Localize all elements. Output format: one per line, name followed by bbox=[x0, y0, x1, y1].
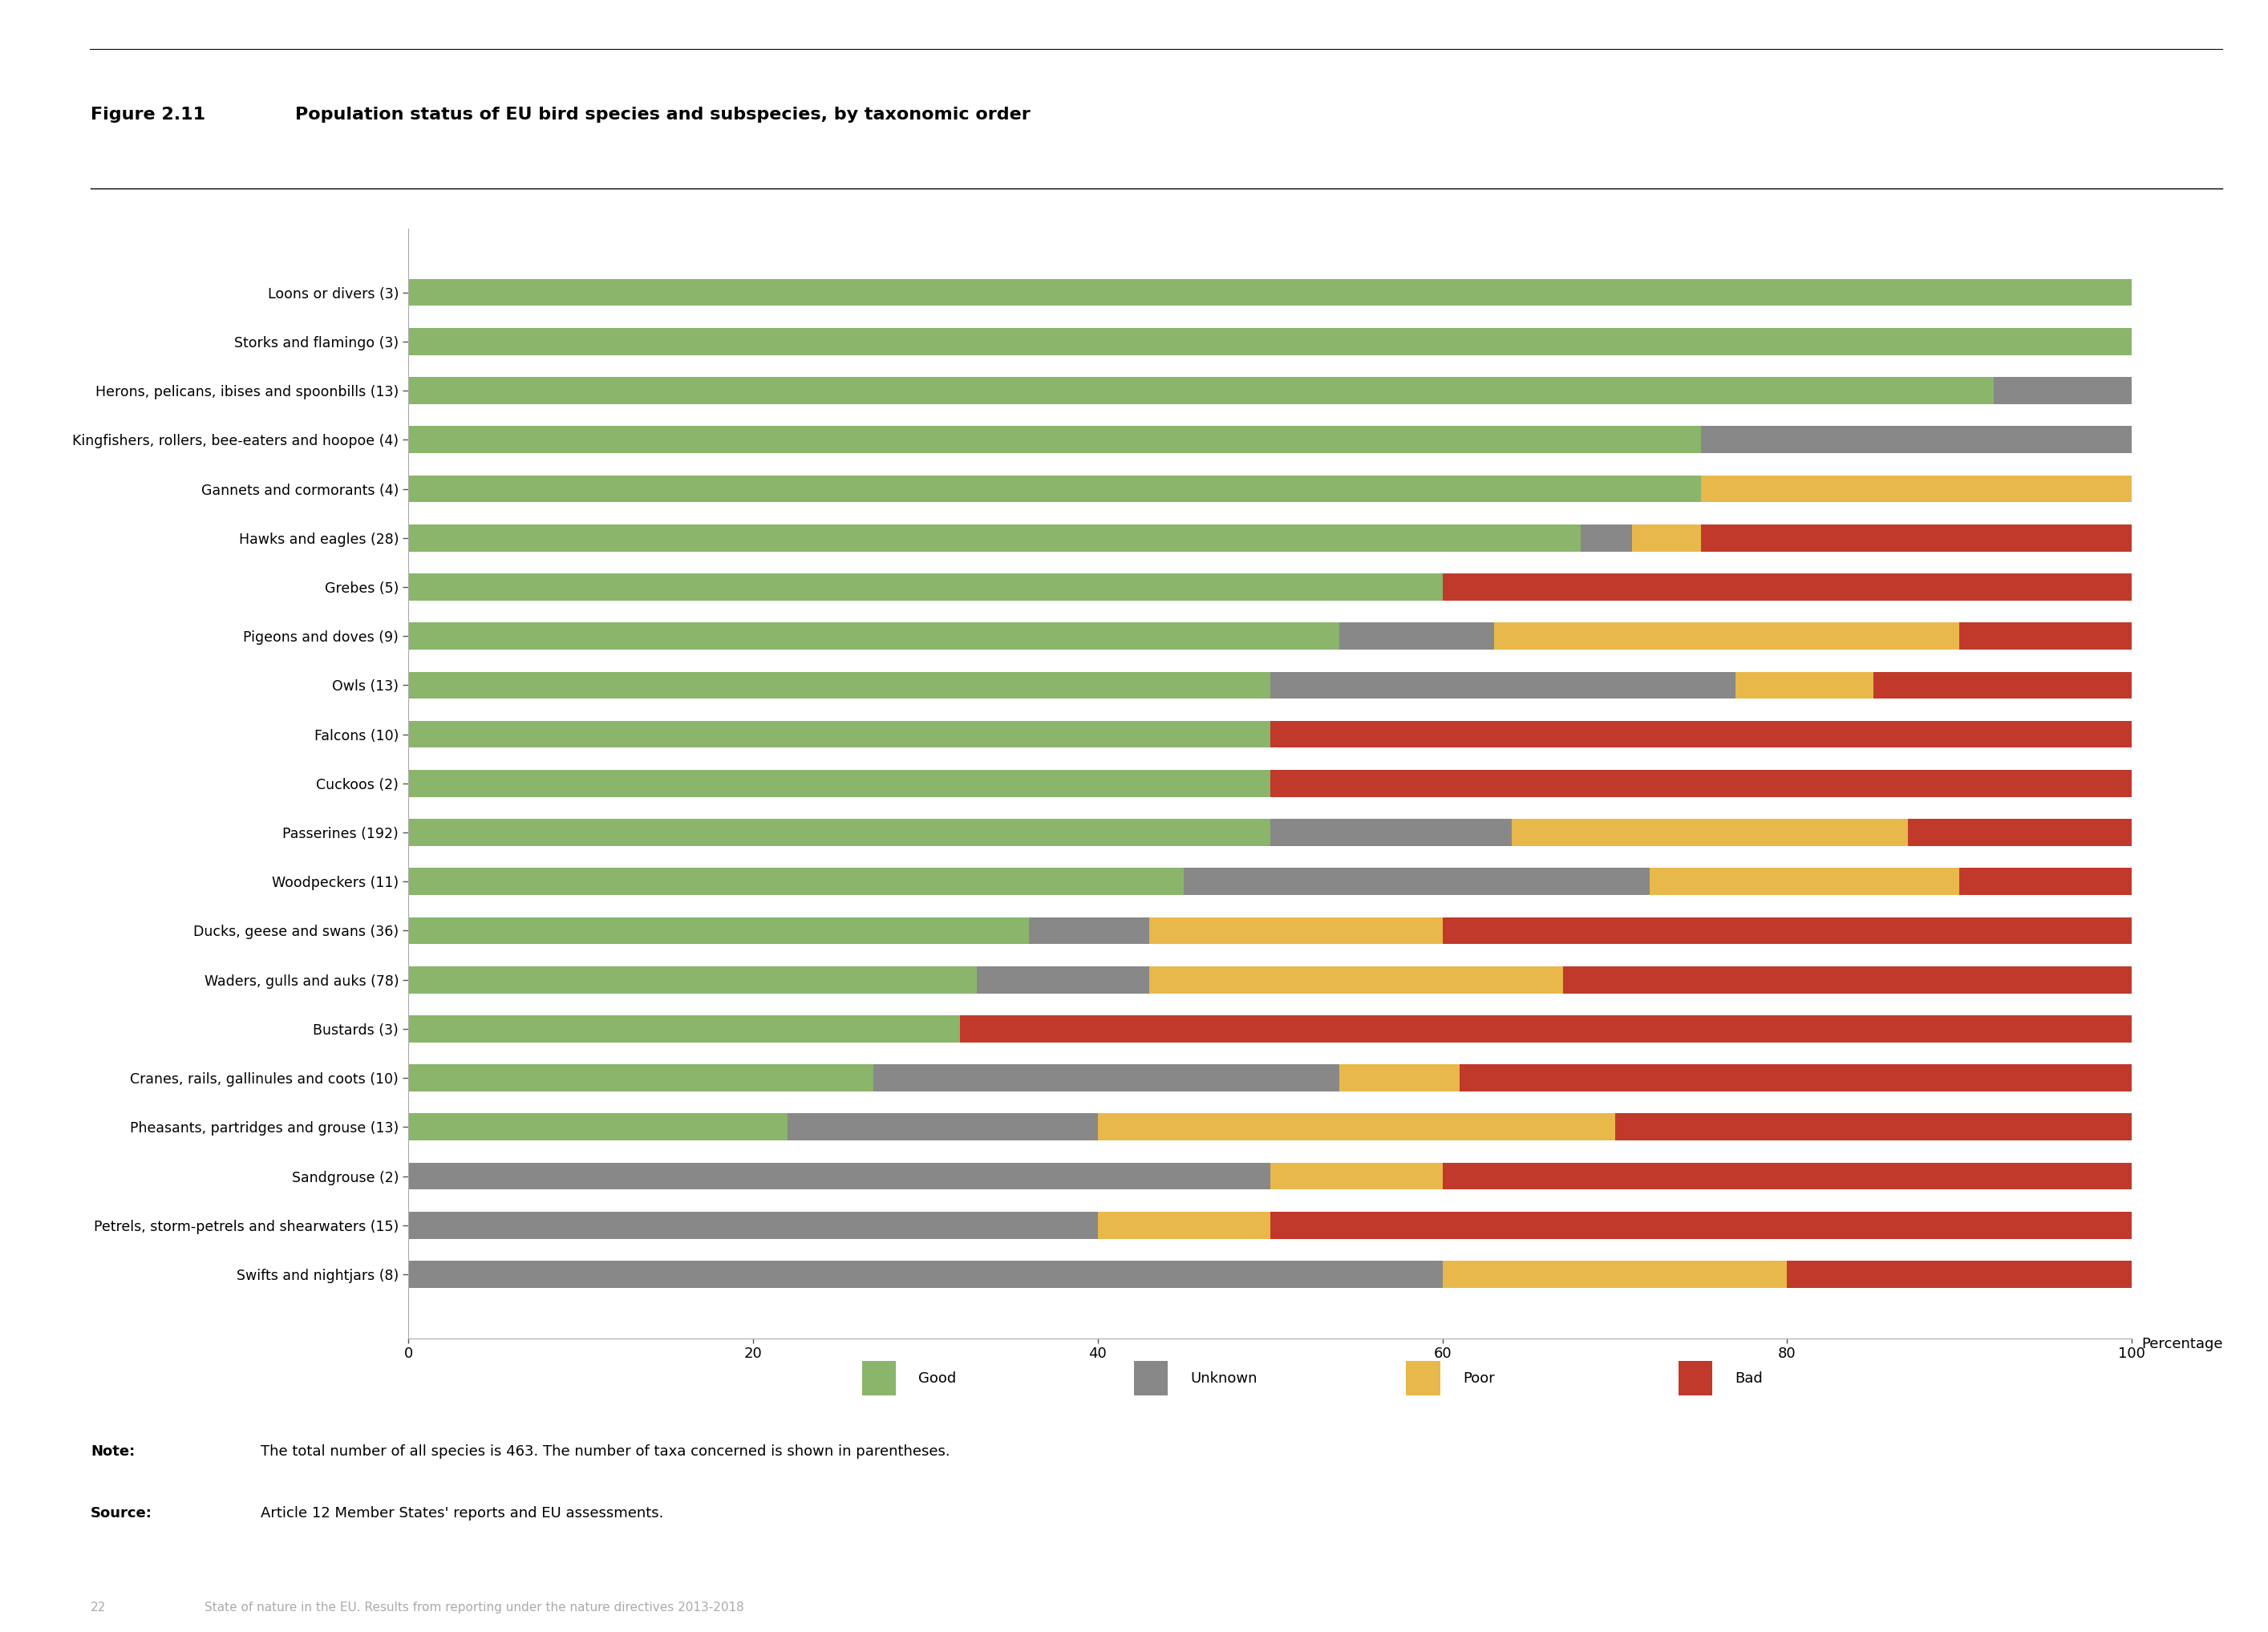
Bar bbox=[408, 1211, 1098, 1239]
Bar bbox=[408, 524, 1581, 552]
Bar bbox=[408, 1162, 1270, 1190]
Bar bbox=[787, 1113, 1098, 1141]
Bar bbox=[1510, 819, 1907, 845]
Bar bbox=[959, 1015, 2132, 1043]
Bar bbox=[408, 672, 1270, 698]
Bar bbox=[1030, 917, 1150, 945]
Bar bbox=[408, 328, 2132, 356]
Bar bbox=[1184, 868, 1649, 894]
Bar bbox=[1735, 672, 1873, 698]
Bar bbox=[1442, 573, 2132, 601]
Bar bbox=[1563, 966, 2132, 994]
Bar bbox=[1150, 966, 1563, 994]
Bar bbox=[408, 1262, 1442, 1288]
Bar bbox=[408, 1113, 787, 1141]
Bar bbox=[408, 721, 1270, 747]
Text: The total number of all species is 463. The number of taxa concerned is shown in: The total number of all species is 463. … bbox=[261, 1444, 950, 1459]
Bar bbox=[408, 573, 1442, 601]
Bar bbox=[1270, 1211, 2132, 1239]
Bar bbox=[1907, 819, 2132, 845]
Bar bbox=[1994, 377, 2132, 405]
Bar bbox=[1873, 672, 2132, 698]
Bar bbox=[408, 377, 1994, 405]
Bar bbox=[1581, 524, 1633, 552]
Bar bbox=[1270, 770, 2132, 796]
Bar bbox=[978, 966, 1150, 994]
Bar bbox=[1701, 524, 2132, 552]
Text: Bad: Bad bbox=[1735, 1371, 1762, 1386]
Bar bbox=[1270, 819, 1510, 845]
Bar bbox=[1495, 622, 1960, 650]
FancyBboxPatch shape bbox=[1678, 1361, 1712, 1395]
Bar bbox=[408, 426, 1701, 454]
Text: Good: Good bbox=[919, 1371, 957, 1386]
Bar bbox=[1270, 721, 2132, 747]
FancyBboxPatch shape bbox=[862, 1361, 896, 1395]
Text: 22: 22 bbox=[91, 1601, 107, 1614]
Bar bbox=[408, 868, 1184, 894]
Bar bbox=[408, 1064, 873, 1092]
Text: Article 12 Member States' reports and EU assessments.: Article 12 Member States' reports and EU… bbox=[261, 1506, 665, 1521]
Bar bbox=[408, 819, 1270, 845]
Bar bbox=[1649, 868, 1960, 894]
Bar bbox=[1098, 1113, 1615, 1141]
Text: Figure 2.11: Figure 2.11 bbox=[91, 108, 206, 122]
Bar bbox=[1338, 1064, 1461, 1092]
Text: Percentage: Percentage bbox=[2141, 1337, 2223, 1351]
Bar bbox=[1701, 475, 2132, 503]
Bar bbox=[1461, 1064, 2132, 1092]
Bar bbox=[1442, 1162, 2132, 1190]
Text: Unknown: Unknown bbox=[1191, 1371, 1259, 1386]
Bar bbox=[408, 279, 2132, 305]
Bar bbox=[1270, 1162, 1442, 1190]
Text: State of nature in the EU. Results from reporting under the nature directives 20: State of nature in the EU. Results from … bbox=[204, 1601, 744, 1614]
FancyBboxPatch shape bbox=[1134, 1361, 1168, 1395]
Text: Source:: Source: bbox=[91, 1506, 152, 1521]
Bar bbox=[1960, 868, 2132, 894]
Text: Population status of EU bird species and subspecies, by taxonomic order: Population status of EU bird species and… bbox=[295, 108, 1030, 122]
Bar bbox=[1270, 672, 1735, 698]
Bar bbox=[1338, 622, 1495, 650]
Bar bbox=[408, 917, 1030, 945]
Bar bbox=[408, 1015, 959, 1043]
Bar bbox=[1633, 524, 1701, 552]
Text: Poor: Poor bbox=[1463, 1371, 1495, 1386]
Bar bbox=[408, 622, 1338, 650]
Bar bbox=[408, 475, 1701, 503]
Bar bbox=[1150, 917, 1442, 945]
Bar bbox=[408, 966, 978, 994]
Bar bbox=[873, 1064, 1338, 1092]
Bar bbox=[1098, 1211, 1270, 1239]
Bar bbox=[1615, 1113, 2132, 1141]
Bar bbox=[1442, 917, 2132, 945]
Bar bbox=[408, 770, 1270, 796]
Text: Note:: Note: bbox=[91, 1444, 136, 1459]
Bar bbox=[1442, 1262, 1787, 1288]
Bar bbox=[1787, 1262, 2132, 1288]
Bar bbox=[1701, 426, 2132, 454]
Bar bbox=[1960, 622, 2132, 650]
FancyBboxPatch shape bbox=[1406, 1361, 1440, 1395]
